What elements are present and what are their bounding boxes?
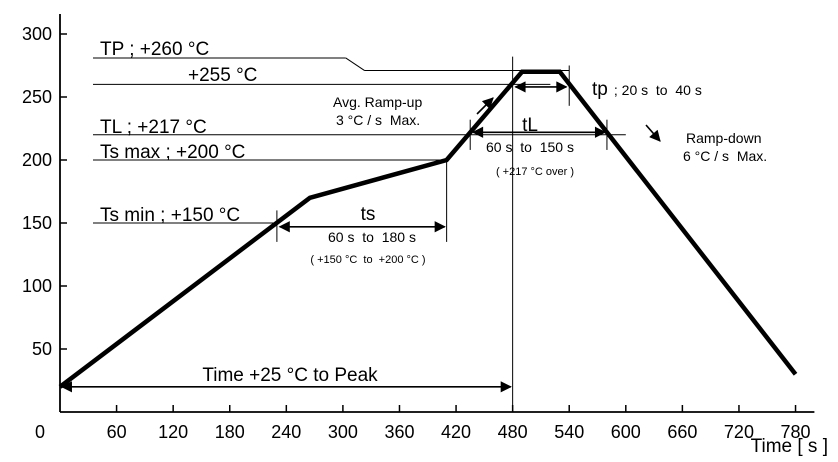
x-tick-label: 480: [498, 422, 528, 442]
ts-min-level-label: Ts min ; +150 °C: [100, 205, 240, 226]
x-axis-label: Time [ s ]: [751, 436, 828, 457]
ramp-down-arrow: [645, 124, 661, 142]
x-tick-label: 0: [35, 422, 45, 442]
tp-level-label: TP ; +260 °C: [100, 39, 209, 60]
y-tick-label: 50: [32, 339, 52, 359]
y-tick-label: 200: [22, 150, 52, 170]
x-tick-label: 780: [781, 422, 811, 442]
axes: [59, 14, 815, 413]
ramp-down-rate-label: 6 °C / s Max.: [683, 148, 767, 164]
profile-series: [58, 69, 798, 389]
x-tick-label: 720: [724, 422, 754, 442]
x-tick-label: 420: [441, 422, 471, 442]
x-tick-label: 120: [158, 422, 188, 442]
ramp-up-arrow: [476, 97, 494, 115]
profile-line: [58, 69, 798, 389]
ramp-down-label: Ramp-down: [686, 130, 761, 146]
y-tick-label: 150: [22, 213, 52, 233]
tp-symbol: tp: [592, 79, 608, 100]
peak-level-label: +255 °C: [188, 65, 257, 86]
x-tick-label: 660: [667, 422, 697, 442]
y-tick-label: 100: [22, 276, 52, 296]
x-tick-label: 360: [384, 422, 414, 442]
x-tick-label: 180: [215, 422, 245, 442]
ramp-up-rate-label: 3 °C / s Max.: [336, 112, 420, 128]
time-to-peak-label: Time +25 °C to Peak: [202, 365, 378, 386]
tl-note-label: ( +217 °C over ): [496, 166, 574, 178]
x-tick-label: 600: [611, 422, 641, 442]
ramp-up-label: Avg. Ramp-up: [333, 94, 422, 110]
tp-range-label: ; 20 s to 40 s: [610, 82, 702, 98]
tp-level-line-step: [345, 57, 365, 71]
x-tick-label: 300: [328, 422, 358, 442]
x-tick-label: 60: [107, 422, 127, 442]
tl-level-label: TL ; +217 °C: [100, 117, 207, 138]
tick-labels: 50 100 150 200 250 300 0 60 120 180 240 300 360 420 48…: [22, 24, 811, 442]
tl-range-label: 60 s to 150 s: [486, 139, 574, 155]
ts-range-label: 60 s to 180 s: [328, 229, 416, 245]
tl-symbol: tL: [522, 115, 538, 136]
y-tick-label: 250: [22, 87, 52, 107]
x-tick-label: 540: [554, 422, 584, 442]
ts-max-level-label: Ts max ; +200 °C: [100, 142, 245, 163]
dimension-markers: [60, 81, 661, 393]
y-tick-label: 300: [22, 24, 52, 44]
x-tick-label: 240: [271, 422, 301, 442]
ts-note-label: ( +150 °C to +200 °C ): [310, 254, 425, 266]
ts-symbol: ts: [361, 204, 376, 225]
